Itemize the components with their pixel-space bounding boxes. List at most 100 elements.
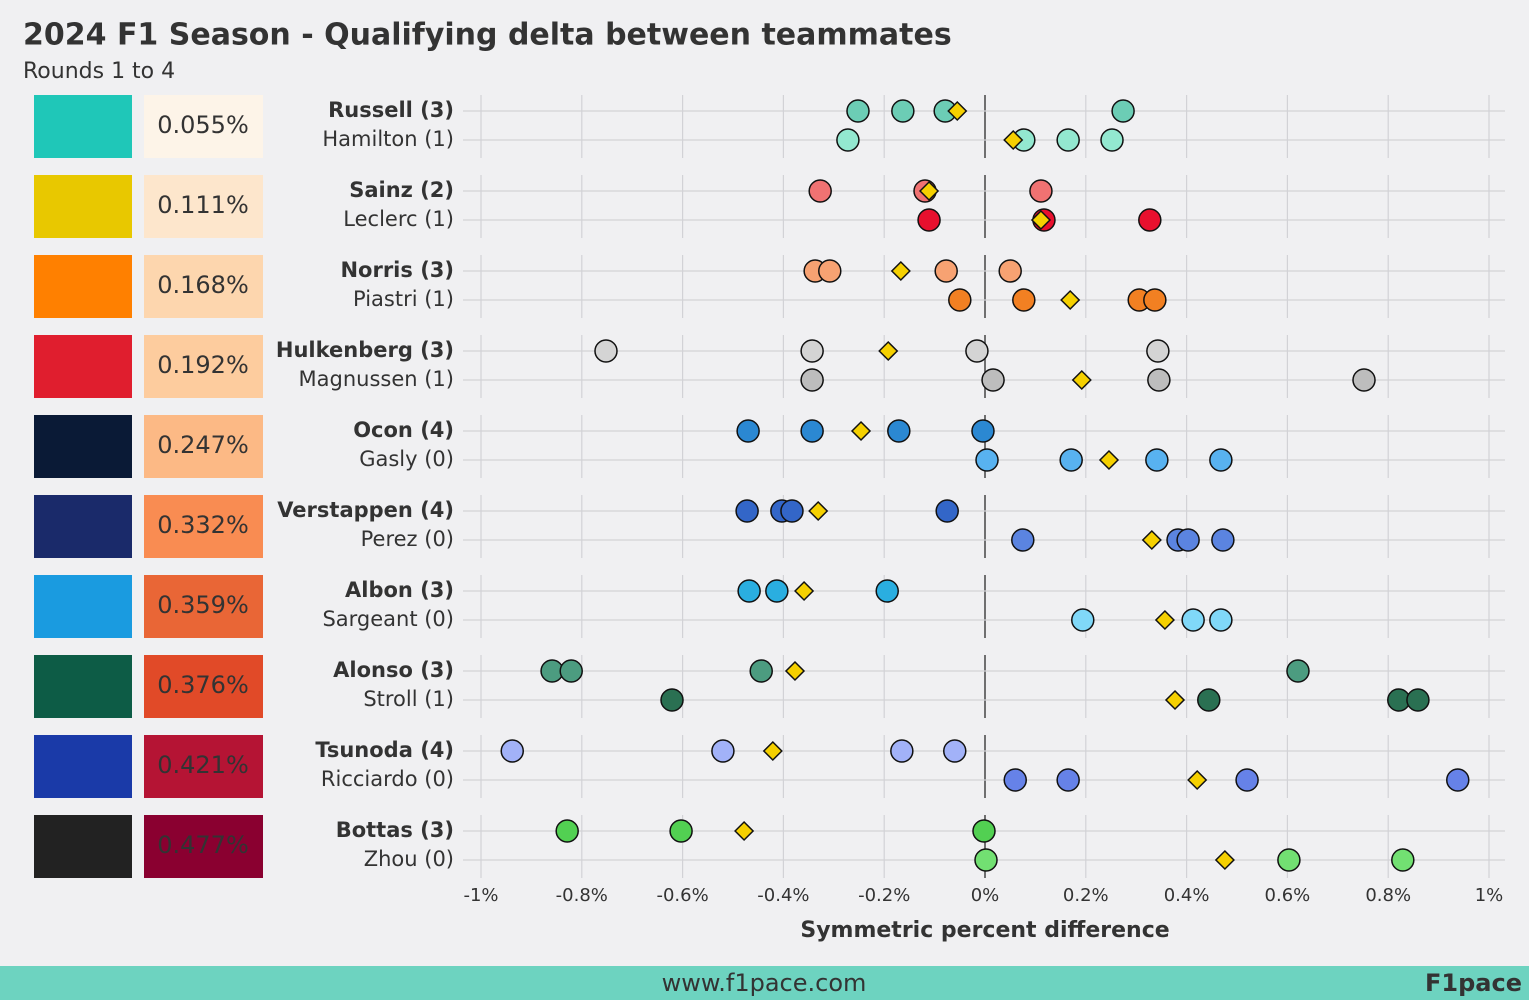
team-logo — [34, 815, 132, 878]
x-tick-label: -0.2% — [858, 885, 910, 906]
driver-point — [1011, 528, 1035, 552]
x-axis-label: Symmetric percent difference — [800, 918, 1169, 943]
driver-label: Magnussen (1) — [299, 367, 454, 391]
gap-box — [144, 255, 263, 318]
driver-point — [971, 419, 995, 443]
driver-point — [765, 579, 789, 603]
x-tick-label: 0.4% — [1164, 885, 1210, 906]
team-logo — [34, 175, 132, 238]
driver-point — [943, 739, 967, 763]
x-tick-label: 0.6% — [1265, 885, 1311, 906]
mean-marker — [890, 260, 911, 282]
x-tick-label: 0% — [971, 885, 1000, 906]
gap-box — [144, 815, 263, 878]
driver-point — [1003, 768, 1027, 792]
driver-point — [1277, 848, 1301, 872]
mean-marker — [850, 420, 872, 442]
mean-marker — [878, 340, 899, 362]
driver-point — [1197, 688, 1221, 712]
team-logo — [34, 95, 132, 158]
x-tick-label: -0.8% — [556, 885, 608, 906]
driver-point — [660, 688, 684, 712]
driver-label: Norris (3) — [340, 258, 454, 282]
driver-point — [1100, 128, 1124, 152]
gap-box — [144, 655, 263, 718]
driver-point — [559, 659, 583, 683]
driver-label: Ocon (4) — [353, 418, 454, 442]
driver-point — [1059, 448, 1083, 472]
driver-label: Zhou (0) — [364, 847, 454, 871]
driver-point — [1012, 288, 1036, 312]
driver-point — [1391, 848, 1415, 872]
driver-point — [1146, 339, 1170, 363]
driver-point — [1147, 368, 1171, 392]
driver-label: Tsunoda (4) — [315, 738, 454, 762]
gap-box — [144, 495, 263, 558]
driver-point — [998, 259, 1022, 283]
driver-point — [935, 499, 959, 523]
driver-point — [917, 208, 941, 232]
driver-point — [500, 739, 524, 763]
mean-marker — [762, 740, 783, 762]
gap-label: 0.111% — [157, 191, 249, 219]
gap-label: 0.168% — [157, 271, 249, 299]
gap-box — [144, 415, 263, 478]
driver-label: Russell (3) — [328, 98, 454, 122]
driver-label: Alonso (3) — [333, 658, 454, 682]
x-tick-label: 1% — [1475, 885, 1504, 906]
driver-point — [981, 368, 1005, 392]
driver-point — [808, 179, 832, 203]
mean-marker — [1071, 369, 1092, 391]
driver-point — [875, 579, 899, 603]
driver-point — [948, 288, 972, 312]
driver-point — [1071, 608, 1095, 632]
driver-point — [890, 739, 914, 763]
driver-point — [800, 368, 824, 392]
x-tick-label: 0.2% — [1063, 885, 1109, 906]
driver-point — [1145, 448, 1169, 472]
mean-marker — [808, 500, 829, 522]
gap-label: 0.192% — [157, 351, 249, 379]
gap-label: 0.421% — [157, 751, 249, 779]
driver-label: Sainz (2) — [349, 178, 454, 202]
driver-point — [1406, 688, 1430, 712]
mean-marker — [1003, 129, 1024, 151]
driver-point — [555, 819, 579, 843]
team-logo — [34, 655, 132, 718]
driver-label: Sargeant (0) — [322, 607, 454, 631]
driver-label: Leclerc (1) — [343, 207, 454, 231]
gap-label: 0.359% — [157, 591, 249, 619]
mean-marker — [947, 100, 968, 122]
driver-point — [891, 99, 915, 123]
driver-label: Perez (0) — [361, 527, 454, 551]
team-logo — [34, 495, 132, 558]
mean-marker — [1187, 769, 1208, 791]
driver-point — [1143, 288, 1167, 312]
mean-marker — [784, 660, 806, 682]
driver-label: Ricciardo (0) — [321, 767, 454, 791]
gap-box — [144, 175, 263, 238]
driver-point — [594, 339, 618, 363]
driver-point — [1056, 768, 1080, 792]
driver-point — [737, 579, 761, 603]
driver-point — [1286, 659, 1310, 683]
driver-point — [780, 499, 804, 523]
mean-marker — [1098, 449, 1120, 471]
x-tick-label: -1% — [463, 885, 498, 906]
driver-point — [1209, 608, 1233, 632]
mean-marker — [918, 180, 940, 202]
gap-box — [144, 575, 263, 638]
driver-point — [735, 499, 759, 523]
driver-point — [836, 128, 860, 152]
team-logo — [34, 575, 132, 638]
driver-point — [736, 419, 760, 443]
driver-label: Albon (3) — [345, 578, 454, 602]
driver-point — [818, 259, 842, 283]
chart-title: 2024 F1 Season - Qualifying delta betwee… — [23, 18, 952, 53]
gap-box — [144, 735, 263, 798]
chart-subtitle: Rounds 1 to 4 — [23, 59, 175, 84]
gap-box — [144, 95, 263, 158]
gap-label: 0.376% — [157, 671, 249, 699]
